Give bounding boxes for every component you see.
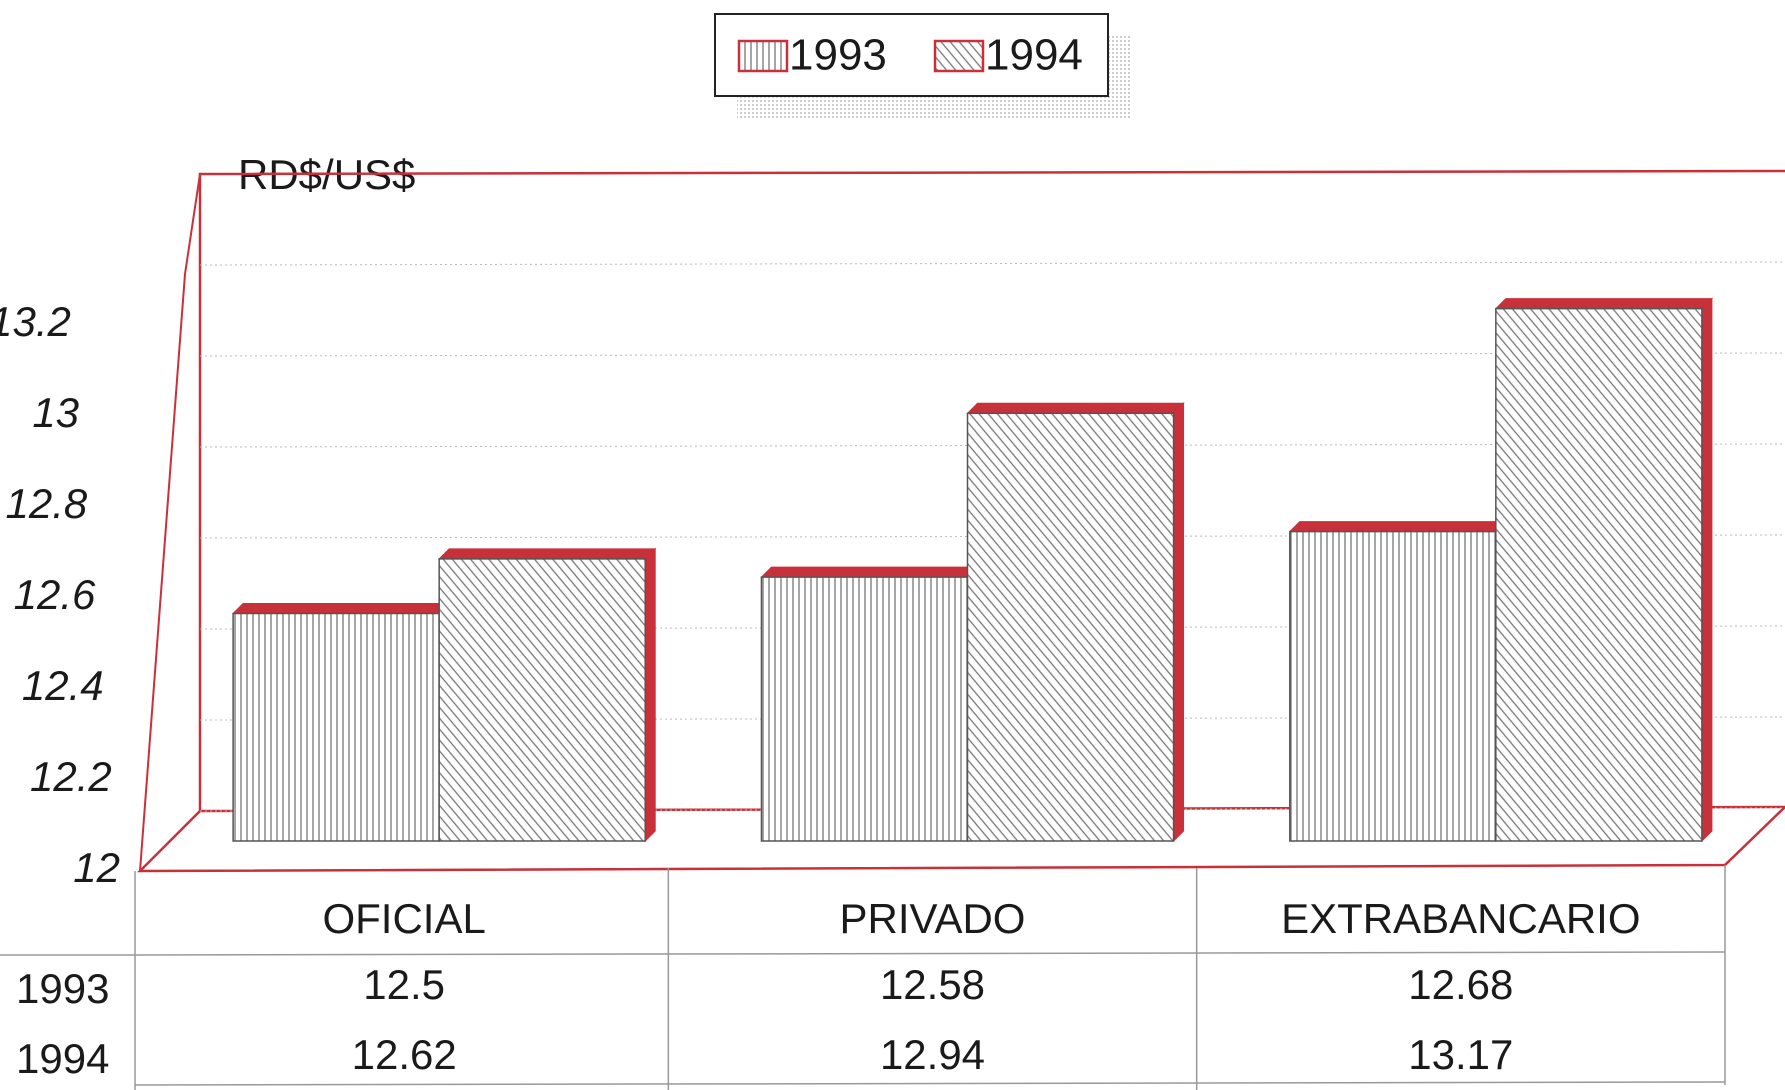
y-tick-label: 12 (73, 844, 120, 891)
bar (437, 547, 657, 843)
table-row-label: 1994 (16, 1035, 109, 1082)
bar-top (1288, 521, 1508, 533)
y-tick-label: 12.8 (5, 480, 87, 527)
y-tick-label: 13 (32, 389, 79, 436)
bar-side (644, 547, 656, 843)
bar (1494, 297, 1714, 843)
bar-side (1701, 297, 1713, 843)
x-tick-label: PRIVADO (840, 895, 1026, 942)
bar (966, 402, 1185, 843)
table-cell: 12.68 (1408, 961, 1513, 1008)
table-line (134, 951, 1726, 956)
bar-side (1173, 402, 1185, 843)
table-line (134, 1081, 1726, 1086)
y-tick-label: 12.6 (14, 571, 96, 618)
bar-top (1494, 298, 1714, 310)
bar (231, 602, 451, 843)
bar-front (232, 612, 440, 842)
bar-front (966, 412, 1175, 842)
left-wall-top (184, 173, 201, 275)
table-cell: 13.17 (1408, 1031, 1513, 1078)
grid-line (199, 261, 1785, 266)
y-tick-label: 12.2 (30, 753, 112, 800)
table-cell: 12.62 (352, 1031, 457, 1078)
x-tick-label: EXTRABANCARIO (1281, 895, 1640, 942)
bar-top (966, 402, 1185, 414)
bar-front (1289, 530, 1497, 842)
bar-top (437, 548, 657, 560)
y-tick-label: 13.2 (0, 298, 71, 345)
table-cell: 12.58 (880, 961, 985, 1008)
legend-label: 1994 (985, 31, 1083, 80)
bar-front (1495, 307, 1703, 842)
bar-front (760, 576, 969, 842)
legend-label: 1993 (789, 31, 887, 80)
y-tick-label: 12.4 (22, 662, 104, 709)
x-tick-label: OFICIAL (322, 895, 485, 942)
bar (760, 565, 979, 843)
legend-swatch (737, 39, 789, 73)
table-cell: 12.94 (880, 1031, 985, 1078)
table-row-label: 1993 (16, 965, 109, 1012)
bar (1288, 520, 1508, 843)
bar-top (760, 566, 979, 578)
table-cell: 12.5 (363, 961, 445, 1008)
legend-swatch (933, 39, 985, 73)
bar-top (231, 603, 451, 614)
left-wall-edge (139, 273, 186, 872)
bar-front (438, 558, 646, 842)
